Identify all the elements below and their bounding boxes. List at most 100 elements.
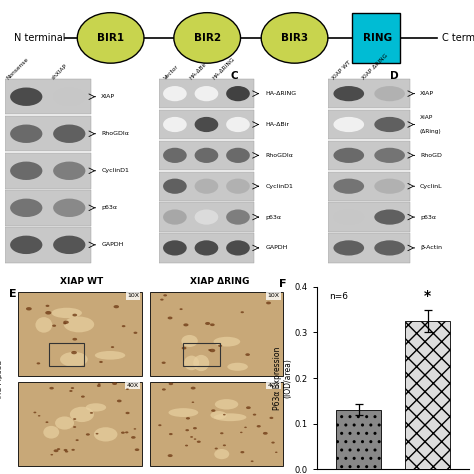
Text: C termina: C termina [442,33,474,43]
Ellipse shape [63,320,69,324]
Ellipse shape [122,325,126,327]
Ellipse shape [256,425,261,428]
Ellipse shape [65,451,68,453]
Ellipse shape [333,117,364,132]
Text: BIR3: BIR3 [281,33,308,43]
Ellipse shape [195,148,218,163]
Ellipse shape [169,433,173,435]
Text: RhoGDIα: RhoGDIα [265,153,293,158]
Ellipse shape [60,352,88,367]
Ellipse shape [99,361,103,363]
Text: IHC-P:p63α: IHC-P:p63α [0,358,2,398]
Ellipse shape [168,317,173,319]
Ellipse shape [261,13,328,63]
Ellipse shape [193,355,209,371]
Ellipse shape [162,388,166,391]
Ellipse shape [226,86,250,101]
Ellipse shape [97,385,101,387]
Ellipse shape [215,399,238,410]
Ellipse shape [193,427,197,429]
Bar [328,141,410,170]
Text: BIR2: BIR2 [193,33,221,43]
Ellipse shape [374,86,405,101]
Ellipse shape [81,395,85,398]
Ellipse shape [73,338,77,341]
Text: 10X: 10X [127,293,139,298]
Text: XIAP WT: XIAP WT [60,277,103,286]
Text: HA-ΔBir: HA-ΔBir [265,122,289,127]
Ellipse shape [220,432,224,434]
Ellipse shape [163,148,187,163]
Ellipse shape [46,305,49,307]
Ellipse shape [223,414,226,415]
Ellipse shape [183,323,189,327]
Text: RhoGDIα: RhoGDIα [101,131,129,136]
Bar [159,79,254,108]
Ellipse shape [182,335,198,347]
Ellipse shape [121,431,125,434]
Ellipse shape [10,162,42,180]
Text: CyclinL: CyclinL [420,184,443,189]
Y-axis label: P63α Expression
(IOD/area): P63α Expression (IOD/area) [273,346,292,410]
Ellipse shape [43,426,59,438]
Ellipse shape [46,421,48,423]
Text: HA-ΔBir: HA-ΔBir [189,62,208,81]
Ellipse shape [117,400,122,402]
Ellipse shape [186,417,190,419]
Ellipse shape [112,382,117,385]
Ellipse shape [34,411,36,413]
Text: RING: RING [363,33,392,43]
Ellipse shape [135,448,139,451]
Ellipse shape [73,426,76,428]
Ellipse shape [333,210,364,225]
Ellipse shape [72,449,75,451]
Bar [328,233,410,263]
Ellipse shape [163,294,167,296]
Bar [159,172,254,201]
Ellipse shape [333,240,364,255]
Ellipse shape [191,401,194,403]
Ellipse shape [251,460,254,462]
Text: 40X: 40X [268,383,280,388]
Ellipse shape [208,349,211,351]
Ellipse shape [50,454,53,456]
Bar [405,321,450,469]
Ellipse shape [160,299,164,301]
Ellipse shape [36,317,52,333]
Ellipse shape [194,438,196,440]
Ellipse shape [184,356,199,370]
Text: N terminal: N terminal [14,33,65,43]
Text: XIAP: XIAP [420,115,433,120]
Bar [5,190,91,226]
Ellipse shape [174,13,240,63]
Text: XIAP: XIAP [101,94,115,99]
Ellipse shape [114,305,119,308]
Ellipse shape [205,322,210,325]
Text: XIAP WT: XIAP WT [331,60,352,81]
Ellipse shape [213,337,240,346]
Ellipse shape [163,210,187,225]
Ellipse shape [168,454,173,457]
Ellipse shape [263,432,268,435]
Bar [5,116,91,152]
Bar [328,172,410,201]
Ellipse shape [73,314,77,317]
Ellipse shape [240,451,245,453]
Ellipse shape [53,125,85,143]
Bar [5,227,91,263]
Ellipse shape [71,351,77,354]
Ellipse shape [77,13,144,63]
Text: CyclinD1: CyclinD1 [265,184,293,189]
Ellipse shape [214,413,246,421]
Ellipse shape [266,301,271,304]
Ellipse shape [10,236,42,254]
Text: *: * [424,289,431,303]
Text: p63α: p63α [101,205,117,210]
Ellipse shape [185,445,188,447]
Bar [18,382,142,465]
Ellipse shape [226,179,250,194]
Ellipse shape [210,411,227,419]
Text: HA-ΔRING: HA-ΔRING [212,57,237,81]
Ellipse shape [134,332,137,334]
Ellipse shape [195,117,218,132]
